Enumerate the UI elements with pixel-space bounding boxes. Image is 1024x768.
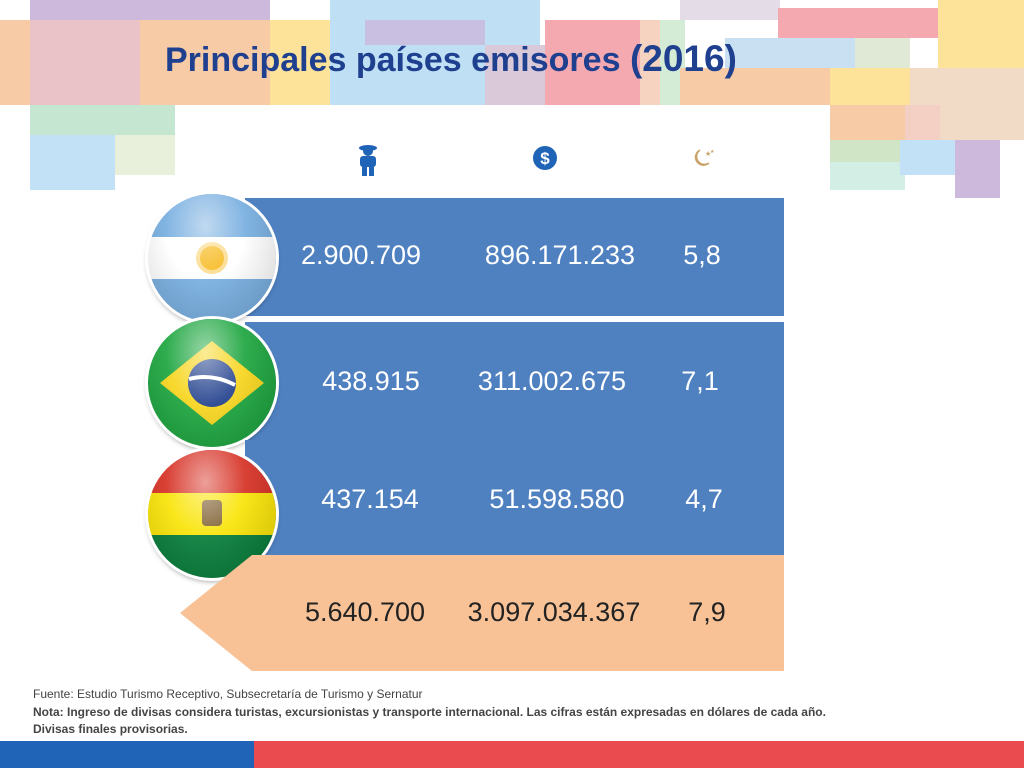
svg-text:$: $ bbox=[540, 149, 550, 168]
income-value: 51.598.580 bbox=[489, 484, 625, 514]
table-row-argentina: 2.900.709 896.171.233 5,8 bbox=[245, 198, 784, 316]
nights-value: 5,8 bbox=[683, 240, 721, 270]
tourists-value: 438.915 bbox=[322, 366, 420, 396]
brazil-flag-icon bbox=[148, 319, 276, 447]
footer-bar-red bbox=[254, 741, 1024, 768]
page-title-text: Principales países emisores bbox=[165, 41, 621, 79]
dollar-icon: $ bbox=[532, 145, 558, 176]
tourists-value: 2.900.709 bbox=[300, 240, 422, 270]
income-value: 311.002.675 bbox=[477, 366, 627, 396]
total-income-value: 3.097.034.367 bbox=[467, 597, 641, 627]
footer-bar-blue bbox=[0, 741, 254, 768]
income-value: 896.171.233 bbox=[484, 240, 636, 270]
table-row-bolivia: 437.154 51.598.580 4,7 bbox=[245, 440, 784, 558]
night-moon-icon: ★ ★ bbox=[690, 147, 716, 174]
table-row-brazil: 438.915 311.002.675 7,1 bbox=[245, 322, 784, 440]
nights-value: 4,7 bbox=[685, 484, 723, 514]
table-row-total: 5.640.700 3.097.034.367 7,9 bbox=[180, 555, 784, 671]
page-title: Principales países emisores (2016) bbox=[165, 38, 737, 80]
tourist-icon bbox=[354, 143, 382, 182]
source-note: Fuente: Estudio Turismo Receptivo, Subse… bbox=[33, 687, 423, 701]
tourists-value: 437.154 bbox=[321, 484, 419, 514]
nights-value: 7,1 bbox=[681, 366, 719, 396]
total-nights-value: 7,9 bbox=[688, 597, 726, 627]
page-title-year: (2016) bbox=[629, 38, 737, 79]
note-text: Nota: Ingreso de divisas considera turis… bbox=[33, 705, 826, 719]
svg-text:★: ★ bbox=[705, 150, 711, 158]
svg-text:★: ★ bbox=[710, 149, 715, 155]
provisional-note: Divisas finales provisorias. bbox=[33, 722, 188, 736]
argentina-flag-icon bbox=[148, 194, 276, 322]
total-tourists-value: 5.640.700 bbox=[304, 597, 426, 627]
